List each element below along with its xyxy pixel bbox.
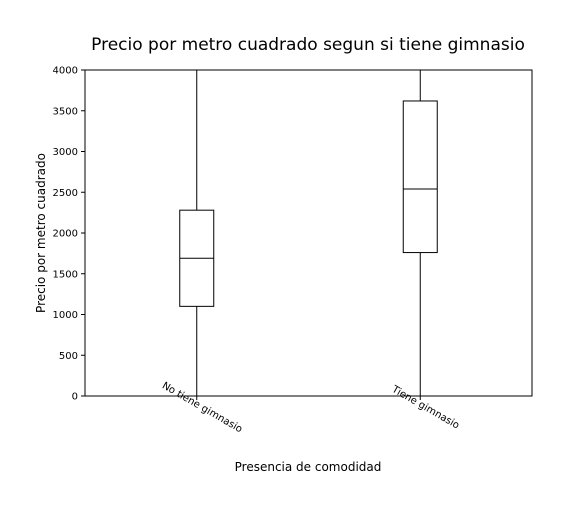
- y-tick-label: 0: [72, 392, 78, 403]
- box-iqr: [402, 100, 438, 254]
- plot-frame: [84, 69, 533, 397]
- y-tick-label: 2000: [53, 229, 78, 240]
- x-axis-label: Presencia de comodidad: [235, 460, 382, 474]
- x-tick-label: Tiene gimnasio: [389, 384, 461, 432]
- y-tick-label: 2500: [53, 188, 78, 199]
- y-tick-label: 4000: [53, 66, 78, 77]
- y-tick-label: 3500: [53, 106, 78, 117]
- chart-title: Precio por metro cuadrado segun si tiene…: [91, 35, 525, 55]
- y-tick-label: 3000: [53, 147, 78, 158]
- y-tick-label: 1000: [53, 310, 78, 321]
- x-tick-label: No tiene gimnasio: [160, 380, 244, 435]
- y-tick-label: 1500: [53, 269, 78, 280]
- y-axis-label: Precio por metro cuadrado: [34, 153, 48, 313]
- y-tick-label: 500: [59, 351, 78, 362]
- plot-area: 0 500 1000 1500 2000 2500 3000 3500 4000 No tiene…: [53, 66, 533, 435]
